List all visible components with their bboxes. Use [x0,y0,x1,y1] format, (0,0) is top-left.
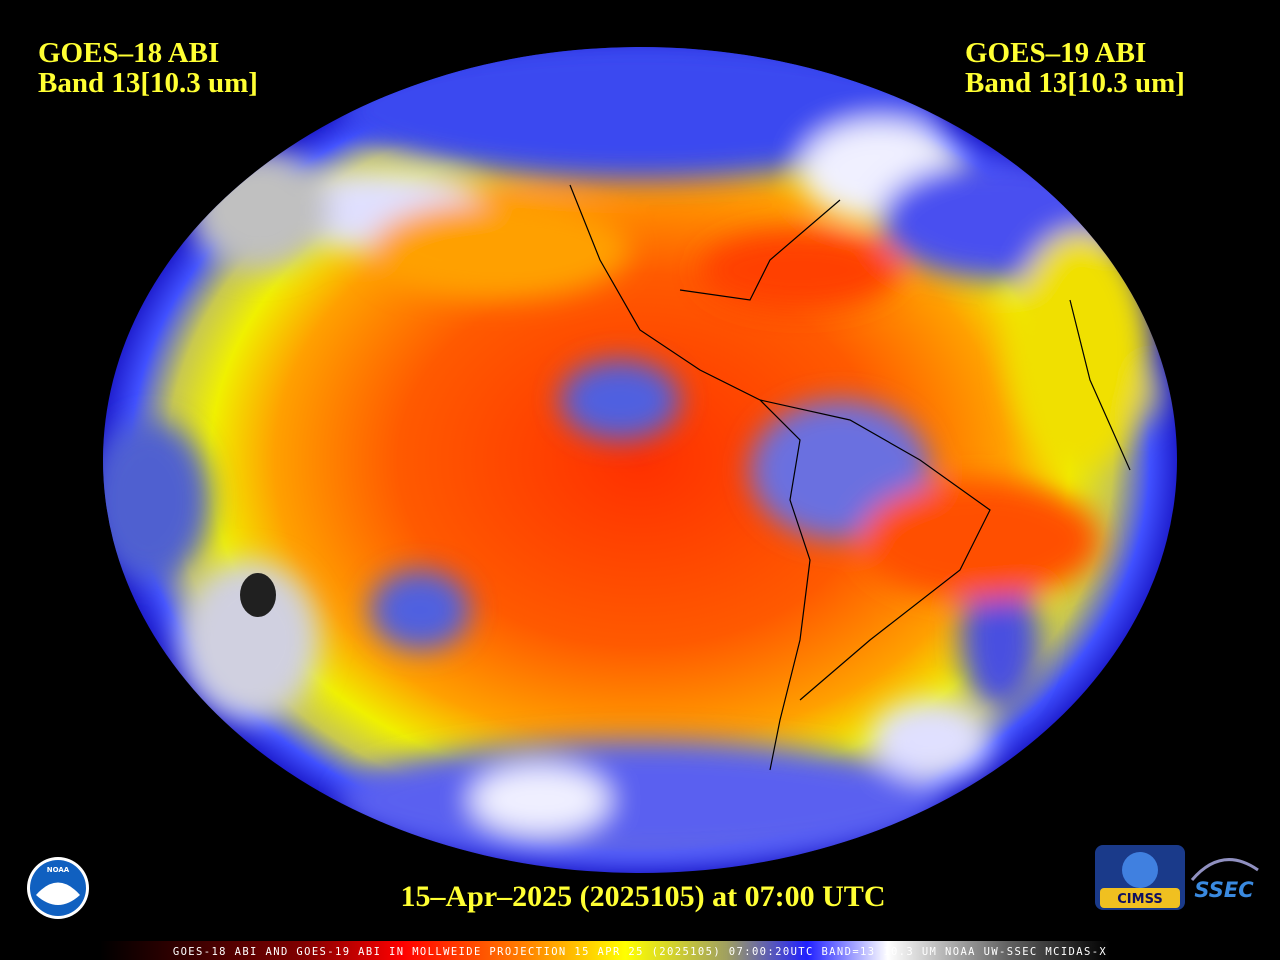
noaa-bird [36,882,80,905]
cloud [340,740,940,860]
cloud [103,420,210,580]
ssec-logo: SSEC [1190,858,1259,902]
cloud [180,560,320,720]
cloud [370,570,470,650]
cloud [190,150,330,270]
cloud [960,570,1040,710]
color-scale [100,941,1110,960]
ssec-arc [1190,858,1259,881]
right-band: Band 13[10.3 um] [965,67,1185,99]
cloud [700,230,900,310]
cloud [340,47,940,180]
noaa-logo: NOAA [27,857,89,919]
coastlines [569,184,1131,771]
left-band: Band 13[10.3 um] [38,67,258,99]
ssec-text: SSEC [1194,878,1254,902]
cloud [370,200,630,300]
right-satellite: GOES–19 ABI [965,37,1146,69]
timestamp: 15–Apr–2025 (2025105) at 07:00 UTC [401,880,886,913]
cimss-dish [1122,852,1158,888]
cimss-logo: CIMSS [1095,845,1185,910]
cimss-text: CIMSS [1117,892,1162,907]
cloud [560,360,680,440]
cloud [1010,230,1150,470]
cloud [470,765,610,835]
footer-text: GOES-18 ABI AND GOES-19 ABI IN MOLLWEIDE… [173,946,1107,958]
cimss-band [1100,888,1180,908]
cloud [860,480,1100,600]
storm-eye [240,573,276,617]
left-satellite: GOES–18 ABI [38,37,219,69]
noaa-text: NOAA [47,866,70,874]
cloud [870,700,990,780]
